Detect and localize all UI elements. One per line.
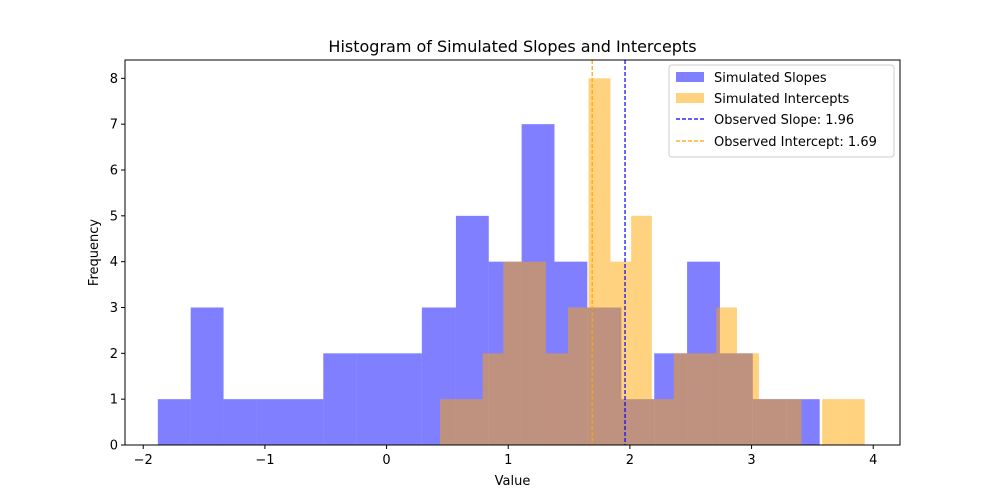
x-tick-label: 3 xyxy=(747,453,755,468)
intercept-bar-18 xyxy=(822,399,843,445)
y-tick-label: 6 xyxy=(110,164,118,179)
x-tick-label: 0 xyxy=(382,453,390,468)
x-tick-label: 1 xyxy=(504,453,512,468)
plot-frame xyxy=(124,59,901,446)
intercept-bar-15 xyxy=(758,399,780,445)
chart-title: Histogram of Simulated Slopes and Interc… xyxy=(328,37,696,56)
y-axis-title: Frequency xyxy=(87,219,102,286)
x-tick-label: −1 xyxy=(255,453,274,468)
legend-label-observed-intercept: Observed Intercept: 1.69 xyxy=(714,135,877,150)
x-tick-label: −2 xyxy=(134,453,153,468)
intercept-bar-16 xyxy=(779,399,802,445)
y-axis: 0 1 2 3 4 5 6 7 8 xyxy=(110,72,125,454)
intercept-bar-10 xyxy=(651,399,674,445)
slope-bar-7 xyxy=(389,353,422,445)
slope-bar-4 xyxy=(290,399,324,445)
y-tick-label: 0 xyxy=(110,439,118,454)
plot-bars xyxy=(157,78,865,446)
intercept-bar-9 xyxy=(631,215,652,445)
intercept-bar-0 xyxy=(440,399,461,445)
intercept-bar-2 xyxy=(482,353,504,445)
intercept-bar-19 xyxy=(842,399,865,445)
intercept-bar-11 xyxy=(673,353,695,445)
legend: Simulated Slopes Simulated Intercepts Ob… xyxy=(668,64,895,158)
legend-label-slopes: Simulated Slopes xyxy=(714,71,827,86)
intercept-bar-12 xyxy=(694,353,717,445)
intercept-bar-6 xyxy=(567,307,589,445)
legend-frame xyxy=(668,64,895,158)
x-tick-label: 2 xyxy=(626,453,634,468)
reference-lines xyxy=(591,60,626,445)
slope-bar-3 xyxy=(256,399,291,445)
intercept-bar-4 xyxy=(525,261,546,445)
x-axis-title: Value xyxy=(495,474,531,489)
slope-bar-6 xyxy=(356,353,390,445)
intercept-bar-1 xyxy=(460,399,483,445)
intercept-bar-14 xyxy=(736,353,759,445)
x-tick-label: 4 xyxy=(869,453,877,468)
x-axis: −2 −1 0 1 2 3 4 xyxy=(134,445,877,468)
legend-swatch-intercepts xyxy=(676,93,704,103)
intercept-bar-3 xyxy=(503,261,526,445)
intercept-bar-7 xyxy=(588,78,611,445)
slope-bar-0 xyxy=(157,399,191,445)
legend-label-intercepts: Simulated Intercepts xyxy=(714,92,850,107)
y-tick-label: 2 xyxy=(110,347,118,362)
slope-bar-1 xyxy=(190,307,224,445)
legend-label-observed-slope: Observed Slope: 1.96 xyxy=(714,113,854,128)
slope-bar-2 xyxy=(223,399,257,445)
intercept-bar-8 xyxy=(610,261,632,445)
y-tick-label: 8 xyxy=(110,72,118,87)
y-tick-label: 7 xyxy=(110,118,118,133)
y-tick-label: 1 xyxy=(110,393,118,408)
y-tick-label: 4 xyxy=(110,255,118,270)
y-tick-label: 5 xyxy=(110,209,118,224)
intercept-bar-5 xyxy=(545,353,568,445)
slope-bar-5 xyxy=(323,353,357,445)
intercept-bar-13 xyxy=(716,307,737,445)
y-tick-label: 3 xyxy=(110,301,118,316)
legend-swatch-slopes xyxy=(676,72,704,82)
